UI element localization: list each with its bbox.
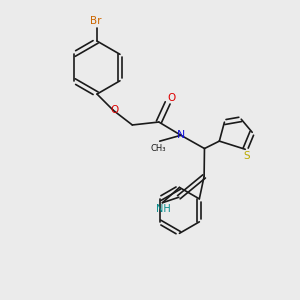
Text: S: S xyxy=(243,151,250,161)
Text: N: N xyxy=(177,130,185,140)
Text: O: O xyxy=(167,94,175,103)
Text: NH: NH xyxy=(157,204,171,214)
Text: Br: Br xyxy=(90,16,101,26)
Text: CH₃: CH₃ xyxy=(151,144,166,153)
Text: O: O xyxy=(110,105,119,115)
